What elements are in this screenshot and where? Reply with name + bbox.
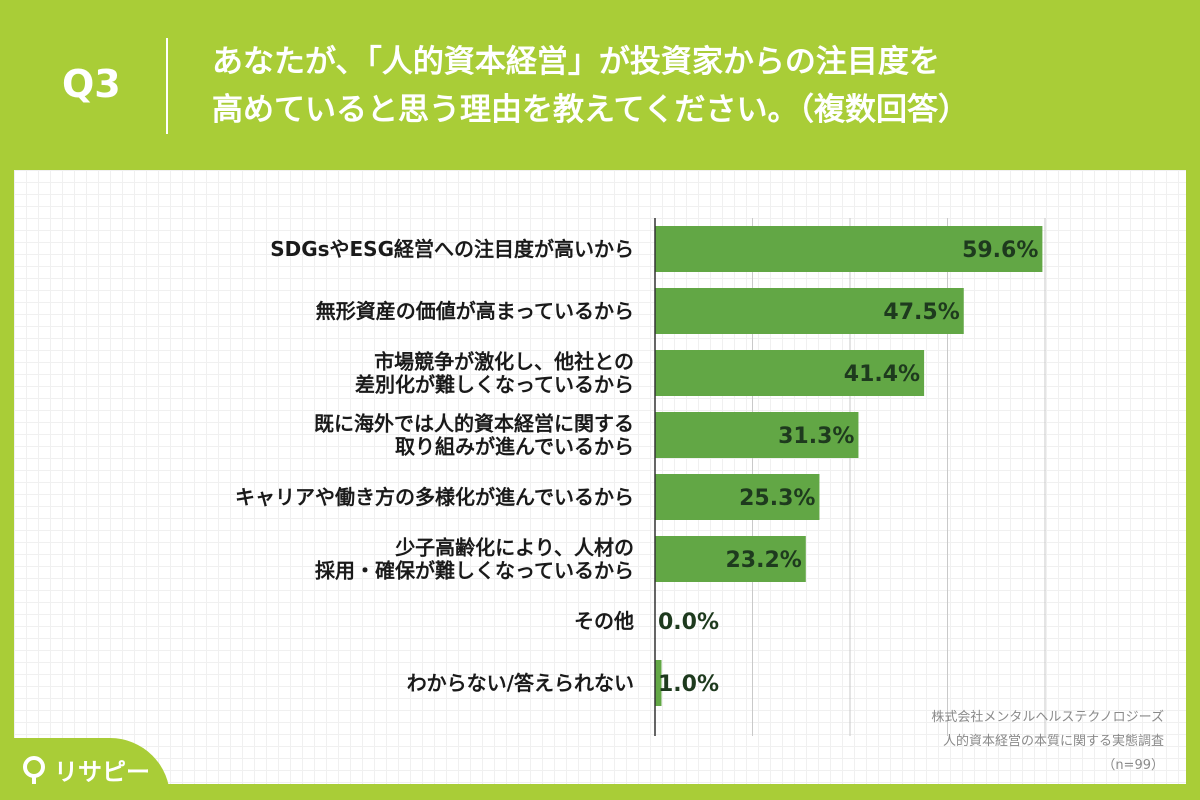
- category-label: SDGsやESG経営への注目度が高いから: [270, 237, 634, 261]
- category-label: キャリアや働き方の多様化が進んでいるから: [235, 485, 634, 509]
- category-label: 差別化が難しくなっているから: [355, 373, 634, 397]
- value-label: 0.0%: [658, 610, 719, 635]
- brand-logo: リサピー: [20, 752, 150, 787]
- brand-tab: [0, 738, 170, 800]
- category-label: 採用・確保が難しくなっているから: [315, 559, 634, 583]
- brand-name: リサピー: [54, 758, 150, 786]
- value-label: 23.2%: [725, 548, 801, 573]
- question-title-line-2: 高めていると思う理由を教えてください。（複数回答）: [212, 92, 970, 128]
- question-number: Q3: [62, 62, 121, 106]
- source-note: 株式会社メンタルヘルステクノロジーズ 人的資本経営の本質に関する実態調査 （n=…: [931, 706, 1164, 778]
- category-label: 無形資産の価値が高まっているから: [316, 299, 634, 323]
- value-label: 31.3%: [778, 424, 854, 449]
- bar: [655, 412, 859, 458]
- source-sample-size: （n=99）: [1102, 758, 1164, 773]
- category-label: わからない/答えられない: [407, 671, 634, 695]
- category-label: その他: [574, 609, 634, 633]
- value-label: 1.0%: [658, 672, 719, 697]
- source-company: 株式会社メンタルヘルステクノロジーズ: [931, 710, 1164, 725]
- question-title-line-1: あなたが、「人的資本経営」が投資家からの注目度を: [212, 44, 940, 80]
- bar: [655, 660, 662, 706]
- chart-panel: [14, 170, 1186, 784]
- category-label: 少子高齢化により、人材の: [394, 536, 634, 560]
- pin-icon: [23, 755, 45, 784]
- value-label: 47.5%: [883, 300, 959, 325]
- value-label: 59.6%: [962, 238, 1038, 263]
- bar: [655, 474, 820, 520]
- value-label: 41.4%: [844, 362, 920, 387]
- bar: [655, 350, 925, 396]
- bar: [655, 226, 1043, 272]
- header-divider: [166, 38, 168, 134]
- category-label: 取り組みが進んでいるから: [395, 435, 634, 459]
- category-label: 市場競争が激化し、他社との: [374, 350, 634, 374]
- bar: [655, 288, 964, 334]
- bar: [655, 536, 806, 582]
- question-title: あなたが、「人的資本経営」が投資家からの注目度を 高めていると思う理由を教えてく…: [212, 38, 1172, 134]
- category-label: 既に海外では人的資本経営に関する: [314, 412, 634, 436]
- value-label: 25.3%: [739, 486, 815, 511]
- source-survey: 人的資本経営の本質に関する実態調査: [942, 734, 1164, 749]
